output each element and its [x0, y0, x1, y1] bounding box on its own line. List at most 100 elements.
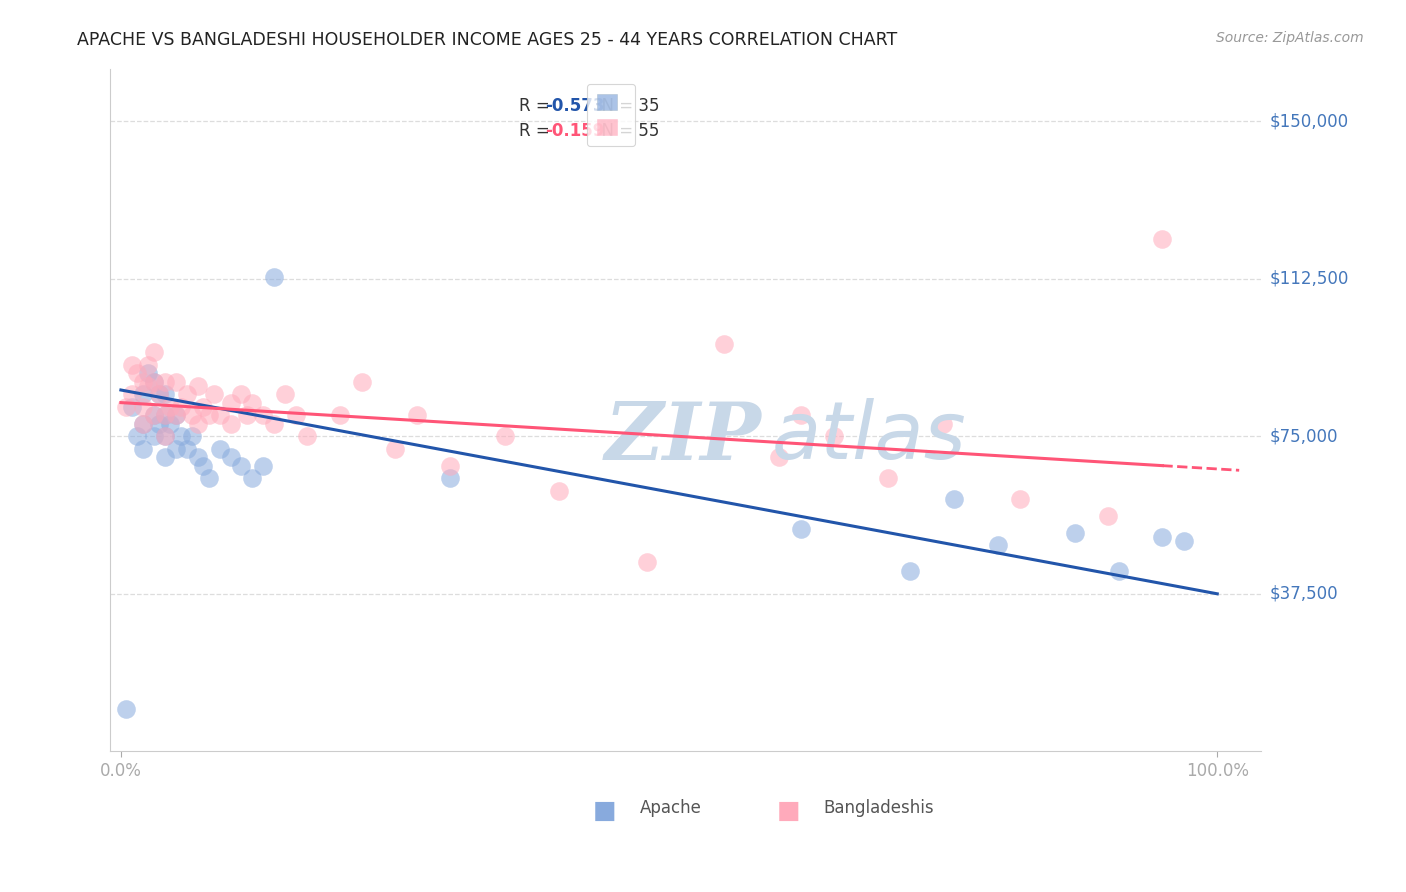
Point	[1152, 232, 1174, 246]
Legend: , : ,	[586, 84, 636, 146]
Point	[219, 395, 242, 409]
Point	[987, 539, 1010, 553]
Point	[1152, 530, 1174, 544]
Point	[297, 429, 319, 443]
Point	[263, 269, 285, 284]
Point	[153, 408, 176, 422]
Point	[142, 345, 165, 359]
Point	[181, 408, 204, 422]
Point	[187, 379, 209, 393]
Point	[932, 417, 955, 431]
Text: ■: ■	[593, 799, 616, 823]
Point	[153, 375, 176, 389]
Point	[352, 375, 374, 389]
Point	[153, 408, 176, 422]
Point	[439, 471, 461, 485]
Point	[148, 417, 170, 431]
Point	[127, 366, 149, 380]
Point	[236, 408, 259, 422]
Text: $112,500: $112,500	[1270, 269, 1348, 287]
Point	[789, 408, 811, 422]
Point	[132, 375, 155, 389]
Point	[202, 387, 225, 401]
Point	[159, 400, 181, 414]
Point	[219, 450, 242, 465]
Point	[153, 387, 176, 401]
Point	[406, 408, 429, 422]
Point	[136, 379, 159, 393]
Point	[115, 400, 138, 414]
Point	[252, 458, 274, 473]
Point	[1008, 492, 1031, 507]
Point	[153, 429, 176, 443]
Text: ■: ■	[778, 799, 800, 823]
Point	[208, 408, 231, 422]
Point	[548, 483, 571, 498]
Point	[636, 555, 658, 569]
Point	[181, 429, 204, 443]
Point	[121, 358, 143, 372]
Point	[285, 408, 308, 422]
Point	[176, 442, 198, 456]
Text: Apache: Apache	[640, 799, 702, 817]
Point	[768, 450, 790, 465]
Point	[148, 387, 170, 401]
Point	[274, 387, 297, 401]
Point	[252, 408, 274, 422]
Point	[132, 417, 155, 431]
Point	[165, 408, 187, 422]
Point	[142, 375, 165, 389]
Point	[789, 522, 811, 536]
Point	[197, 471, 219, 485]
Point	[197, 408, 219, 422]
Point	[153, 429, 176, 443]
Point	[142, 429, 165, 443]
Point	[148, 387, 170, 401]
Point	[165, 375, 187, 389]
Point	[165, 442, 187, 456]
Text: N = 55: N = 55	[591, 122, 659, 140]
Point	[898, 564, 921, 578]
Point	[142, 408, 165, 422]
Point	[1108, 564, 1130, 578]
Point	[121, 387, 143, 401]
Text: -0.159: -0.159	[546, 122, 605, 140]
Point	[1097, 509, 1119, 524]
Point	[132, 417, 155, 431]
Point	[191, 458, 214, 473]
Text: APACHE VS BANGLADESHI HOUSEHOLDER INCOME AGES 25 - 44 YEARS CORRELATION CHART: APACHE VS BANGLADESHI HOUSEHOLDER INCOME…	[77, 31, 897, 49]
Point	[121, 400, 143, 414]
Point	[187, 450, 209, 465]
Point	[494, 429, 516, 443]
Text: atlas: atlas	[772, 398, 966, 476]
Text: -0.573: -0.573	[546, 97, 605, 115]
Text: $75,000: $75,000	[1270, 427, 1339, 445]
Text: R =: R =	[519, 122, 554, 140]
Text: $37,500: $37,500	[1270, 585, 1339, 603]
Point	[329, 408, 352, 422]
Point	[136, 366, 159, 380]
Text: ZIP: ZIP	[605, 399, 762, 476]
Point	[127, 429, 149, 443]
Point	[219, 417, 242, 431]
Point	[943, 492, 966, 507]
Point	[165, 408, 187, 422]
Point	[263, 417, 285, 431]
Point	[877, 471, 900, 485]
Point	[142, 408, 165, 422]
Point	[132, 442, 155, 456]
Point	[159, 417, 181, 431]
Point	[187, 417, 209, 431]
Text: R =: R =	[519, 97, 554, 115]
Point	[384, 442, 406, 456]
Point	[136, 358, 159, 372]
Point	[132, 400, 155, 414]
Point	[231, 387, 253, 401]
Point	[153, 450, 176, 465]
Point	[231, 458, 253, 473]
Text: N = 35: N = 35	[591, 97, 659, 115]
Point	[439, 458, 461, 473]
Point	[1173, 534, 1195, 549]
Point	[713, 336, 735, 351]
Point	[115, 702, 138, 716]
